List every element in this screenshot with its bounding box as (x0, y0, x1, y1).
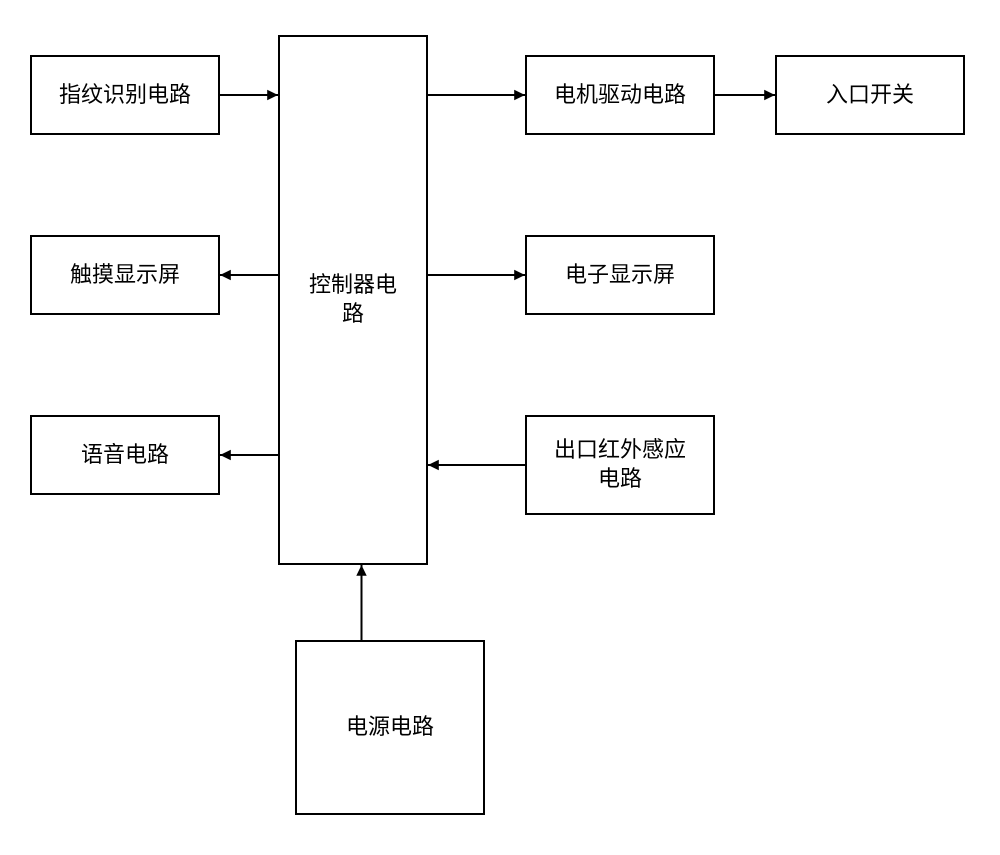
box-label-fingerprint: 指纹识别电路 (59, 81, 191, 110)
box-touchscreen: 触摸显示屏 (30, 235, 220, 315)
box-label-motor: 电机驱动电路 (554, 81, 686, 110)
box-label-edisplay: 电子显示屏 (565, 261, 675, 290)
box-label-entry_switch: 入口开关 (826, 81, 914, 110)
box-label-voice: 语音电路 (81, 441, 169, 470)
box-label-ir: 出口红外感应 电路 (554, 436, 686, 493)
box-fingerprint: 指纹识别电路 (30, 55, 220, 135)
box-label-power: 电源电路 (346, 713, 434, 742)
box-power: 电源电路 (295, 640, 485, 815)
diagram-canvas: 指纹识别电路触摸显示屏语音电路 控制器电 路 电机驱动电路 入口开关电子显示屏出口红外… (0, 0, 1000, 855)
box-motor: 电机驱动电路 (525, 55, 715, 135)
box-ir: 出口红外感应 电路 (525, 415, 715, 515)
box-label-controller: 控制器电 路 (309, 271, 397, 328)
box-entry_switch: 入口开关 (775, 55, 965, 135)
box-edisplay: 电子显示屏 (525, 235, 715, 315)
box-label-touchscreen: 触摸显示屏 (70, 261, 180, 290)
box-controller: 控制器电 路 (278, 35, 428, 565)
box-voice: 语音电路 (30, 415, 220, 495)
